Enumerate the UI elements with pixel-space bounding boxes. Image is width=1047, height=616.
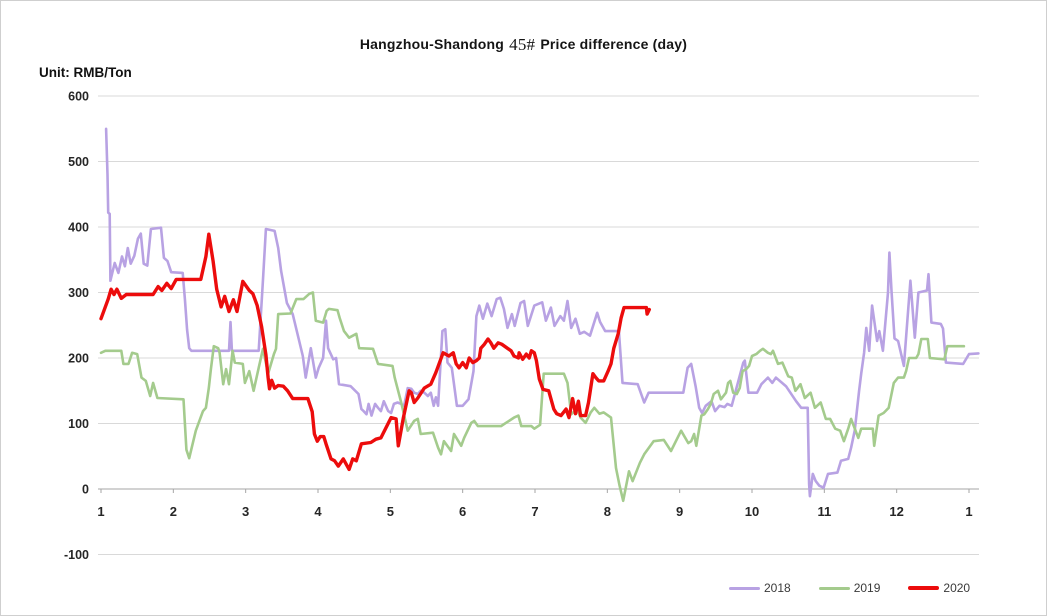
y-tick-label-200: 200 bbox=[68, 352, 89, 366]
y-tick-label-300: 300 bbox=[68, 286, 89, 300]
legend-item-2020: 2020 bbox=[908, 581, 970, 595]
y-tick-label-500: 500 bbox=[68, 155, 89, 169]
x-tick-label-5: 6 bbox=[459, 504, 466, 519]
y-tick-label-600: 600 bbox=[68, 90, 89, 104]
chart-title-suffix: Price difference (day) bbox=[540, 36, 688, 52]
x-tick-label-10: 11 bbox=[817, 504, 831, 519]
x-tick-label-6: 7 bbox=[531, 504, 538, 519]
x-tick-label-12: 1 bbox=[965, 504, 972, 519]
series-line-2020 bbox=[99, 232, 651, 472]
x-tick-label-2: 3 bbox=[242, 504, 249, 519]
legend-item-2019: 2019 bbox=[818, 581, 881, 595]
y-tick-label-0: 0 bbox=[82, 483, 89, 497]
legend-item-2018: 2018 bbox=[729, 581, 791, 595]
legend-label-2018: 2018 bbox=[764, 581, 791, 595]
chart-title-grade: 45# bbox=[509, 35, 536, 54]
x-tick-label-8: 9 bbox=[676, 504, 683, 519]
legend-label-2019: 2019 bbox=[853, 581, 881, 595]
x-tick-label-11: 12 bbox=[889, 504, 903, 519]
y-tick-label-100: 100 bbox=[68, 417, 89, 431]
unit-label: Unit: RMB/Ton bbox=[39, 65, 132, 80]
y-tick-label--100: -100 bbox=[64, 548, 89, 562]
series-line-2018 bbox=[104, 127, 980, 498]
chart-title-prefix: Hangzhou-Shandong bbox=[359, 36, 505, 52]
y-tick-label-400: 400 bbox=[68, 221, 89, 235]
chart-title: Hangzhou-Shandong 45# Price difference (… bbox=[1, 35, 1046, 55]
x-tick-label-4: 5 bbox=[387, 504, 394, 519]
legend-swatch-2018 bbox=[729, 586, 760, 590]
x-tick-label-1: 2 bbox=[170, 504, 177, 519]
x-tick-label-9: 10 bbox=[745, 504, 759, 519]
x-tick-label-7: 8 bbox=[604, 504, 611, 519]
legend-swatch-2019 bbox=[818, 586, 850, 590]
legend: 2018 2019 2020 bbox=[729, 581, 970, 595]
x-tick-label-0: 1 bbox=[97, 504, 104, 519]
legend-swatch-2020 bbox=[908, 586, 940, 590]
x-tick-label-3: 4 bbox=[314, 504, 322, 519]
legend-label-2020: 2020 bbox=[943, 581, 971, 595]
